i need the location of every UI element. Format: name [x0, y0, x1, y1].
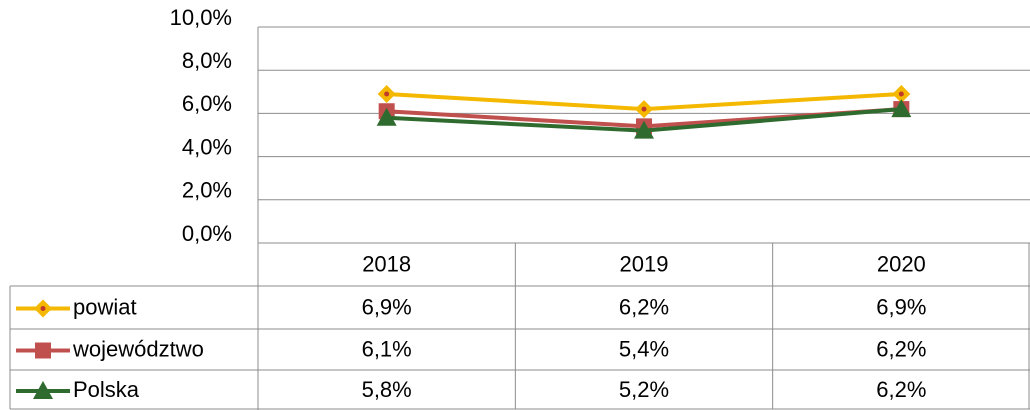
y-tick-label: 0,0% [182, 221, 232, 246]
marker-dot [40, 306, 46, 311]
y-tick-label: 4,0% [182, 134, 232, 159]
value-label: 6,9% [876, 294, 926, 319]
value-label: 6,2% [876, 336, 926, 361]
value-label: 6,2% [876, 377, 926, 402]
value-label: 5,2% [619, 377, 669, 402]
value-label: 6,2% [619, 294, 669, 319]
legend-label: powiat [73, 294, 137, 319]
marker-dot [898, 91, 904, 97]
marker [634, 120, 654, 139]
marker [35, 342, 51, 359]
marker-dot [641, 106, 647, 112]
value-label: 6,1% [362, 336, 412, 361]
marker [891, 99, 912, 118]
marker [376, 107, 397, 126]
value-label: 6,9% [362, 294, 412, 319]
marker [33, 381, 53, 399]
legend-label: Polska [73, 377, 140, 402]
y-tick-label: 10,0% [170, 5, 232, 30]
legend-label: województwo [72, 336, 204, 361]
value-label: 5,4% [619, 336, 669, 361]
x-tick-label: 2019 [620, 251, 669, 276]
y-tick-label: 6,0% [182, 91, 232, 116]
x-tick-label: 2018 [362, 251, 411, 276]
marker-dot [384, 91, 390, 97]
value-label: 5,8% [362, 377, 412, 402]
y-tick-label: 8,0% [182, 48, 232, 73]
y-tick-label: 2,0% [182, 178, 232, 203]
x-tick-label: 2020 [877, 251, 926, 276]
